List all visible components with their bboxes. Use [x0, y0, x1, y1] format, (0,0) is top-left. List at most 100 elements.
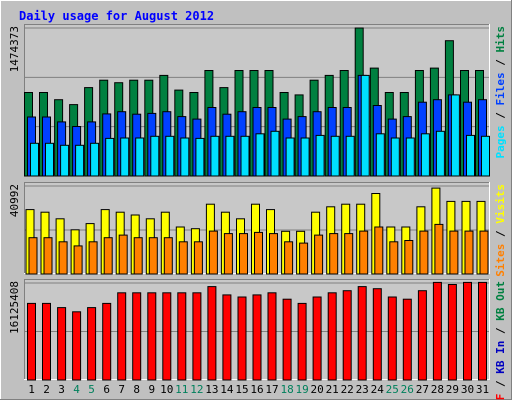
x-tick-label-day-27: 27 — [416, 383, 429, 396]
bar-pages-day-31 — [481, 135, 490, 177]
bar-sites-day-17 — [269, 233, 278, 275]
bar-pages-day-2 — [45, 142, 54, 177]
bar-sites-day-4 — [73, 245, 83, 275]
bar-sites-day-25 — [389, 241, 399, 275]
bar-sites-day-11 — [178, 241, 188, 275]
x-tick-label-day-15: 15 — [235, 383, 248, 396]
bar-pages-day-1 — [30, 142, 39, 177]
bar-sites-day-23 — [359, 230, 369, 275]
bar-sites-day-12 — [193, 241, 203, 275]
bar-pages-day-22 — [345, 135, 355, 177]
legend-separator: / — [494, 321, 507, 341]
bar-sites-day-13 — [208, 230, 218, 275]
x-tick-label-day-18: 18 — [280, 383, 293, 396]
bar-kb-f-day-9 — [147, 292, 157, 381]
chart-title: Daily usage for August 2012 — [19, 9, 214, 23]
bar-sites-day-28 — [434, 223, 444, 275]
x-tick-label-day-16: 16 — [250, 383, 263, 396]
y-axis-max-label: 40992 — [8, 184, 21, 217]
panel-2: 40992 Sites / Visits — [8, 182, 507, 277]
bar-pages-day-20 — [315, 134, 325, 177]
bar-sites-day-22 — [344, 233, 354, 275]
bar-kb-f-day-25 — [387, 296, 397, 381]
bar-pages-day-23 — [360, 74, 370, 177]
bar-kb-f-day-4 — [72, 311, 82, 381]
bar-kb-f-day-12 — [192, 292, 202, 381]
bar-pages-day-13 — [210, 135, 220, 177]
bar-sites-day-6 — [103, 237, 113, 275]
x-tick-label-day-19: 19 — [295, 383, 308, 396]
bar-sites-day-27 — [419, 230, 429, 275]
bar-kb-f-day-11 — [177, 292, 187, 381]
bar-kb-f-day-5 — [87, 307, 97, 381]
bar-pages-day-16 — [255, 133, 265, 177]
bar-pages-day-19 — [300, 137, 310, 177]
bar-pages-day-5 — [90, 142, 100, 177]
bar-sites-day-14 — [223, 233, 233, 275]
bar-sites-day-10 — [163, 237, 173, 275]
bar-pages-day-14 — [225, 135, 235, 177]
bar-pages-day-9 — [150, 135, 160, 177]
bar-pages-day-10 — [165, 135, 175, 177]
bar-sites-day-18 — [284, 241, 294, 275]
x-tick-label-day-4: 4 — [73, 383, 80, 396]
bar-kb-f-day-23 — [357, 286, 367, 381]
bar-kb-f-day-1 — [27, 302, 36, 381]
x-tick-label-day-30: 30 — [461, 383, 474, 396]
bar-kb-f-day-22 — [342, 290, 352, 381]
x-tick-label-day-7: 7 — [118, 383, 125, 396]
bar-sites-day-26 — [404, 240, 414, 275]
bar-kb-f-day-29 — [447, 284, 457, 381]
bar-sites-day-2 — [43, 237, 53, 275]
x-tick-label-day-21: 21 — [326, 383, 339, 396]
x-tick-label-day-25: 25 — [386, 383, 399, 396]
bar-kb-f-day-31 — [478, 281, 487, 381]
x-tick-label-day-11: 11 — [175, 383, 188, 396]
bar-pages-day-4 — [75, 144, 85, 177]
x-tick-label-day-8: 8 — [133, 383, 140, 396]
bar-pages-day-15 — [240, 135, 250, 177]
legend: Sites / Visits — [494, 184, 507, 277]
bar-kb-f-day-8 — [132, 292, 142, 381]
bar-pages-day-26 — [405, 137, 415, 177]
bar-pages-day-21 — [330, 135, 340, 177]
bar-sites-day-20 — [314, 234, 324, 275]
bar-pages-day-28 — [435, 130, 445, 177]
x-tick-label-day-13: 13 — [205, 383, 218, 396]
bar-kb-f-day-28 — [432, 281, 442, 381]
bar-pages-day-30 — [466, 134, 475, 177]
bar-pages-day-29 — [450, 94, 460, 177]
bar-kb-f-day-13 — [207, 286, 217, 381]
x-tick-label-day-14: 14 — [220, 383, 234, 396]
legend-kb-out: KB Out — [494, 281, 507, 321]
bar-kb-f-day-26 — [402, 298, 412, 381]
bar-pages-day-8 — [135, 137, 145, 177]
x-tick-label-day-5: 5 — [88, 383, 95, 396]
bar-pages-day-25 — [390, 137, 400, 177]
x-tick-label-day-22: 22 — [341, 383, 354, 396]
legend-hits: Hits — [494, 26, 507, 53]
legend-kb-in: KB In — [494, 341, 507, 374]
bar-pages-day-3 — [60, 144, 70, 177]
bar-pages-day-11 — [180, 137, 190, 177]
panel-1: 1474373 Pages / Files / Hits — [8, 24, 507, 177]
bar-kb-f-day-2 — [42, 302, 51, 381]
x-tick-label-day-20: 20 — [310, 383, 323, 396]
bar-sites-day-5 — [88, 241, 98, 275]
bar-sites-day-19 — [299, 242, 309, 275]
x-tick-label-day-3: 3 — [58, 383, 65, 396]
legend: KB F / KB In / KB Out — [494, 281, 507, 400]
x-tick-label-day-1: 1 — [28, 383, 35, 396]
x-tick-label-day-23: 23 — [356, 383, 369, 396]
bar-sites-day-30 — [464, 230, 474, 275]
x-tick-label-day-17: 17 — [265, 383, 278, 396]
x-tick-label-day-9: 9 — [148, 383, 155, 396]
bar-kb-f-day-24 — [372, 288, 382, 381]
bar-sites-day-31 — [479, 230, 489, 275]
legend-separator: / — [494, 224, 507, 244]
bar-sites-day-21 — [329, 233, 339, 275]
x-tick-label-day-12: 12 — [190, 383, 203, 396]
x-tick-label-day-6: 6 — [103, 383, 110, 396]
bar-kb-f-day-21 — [327, 292, 337, 381]
